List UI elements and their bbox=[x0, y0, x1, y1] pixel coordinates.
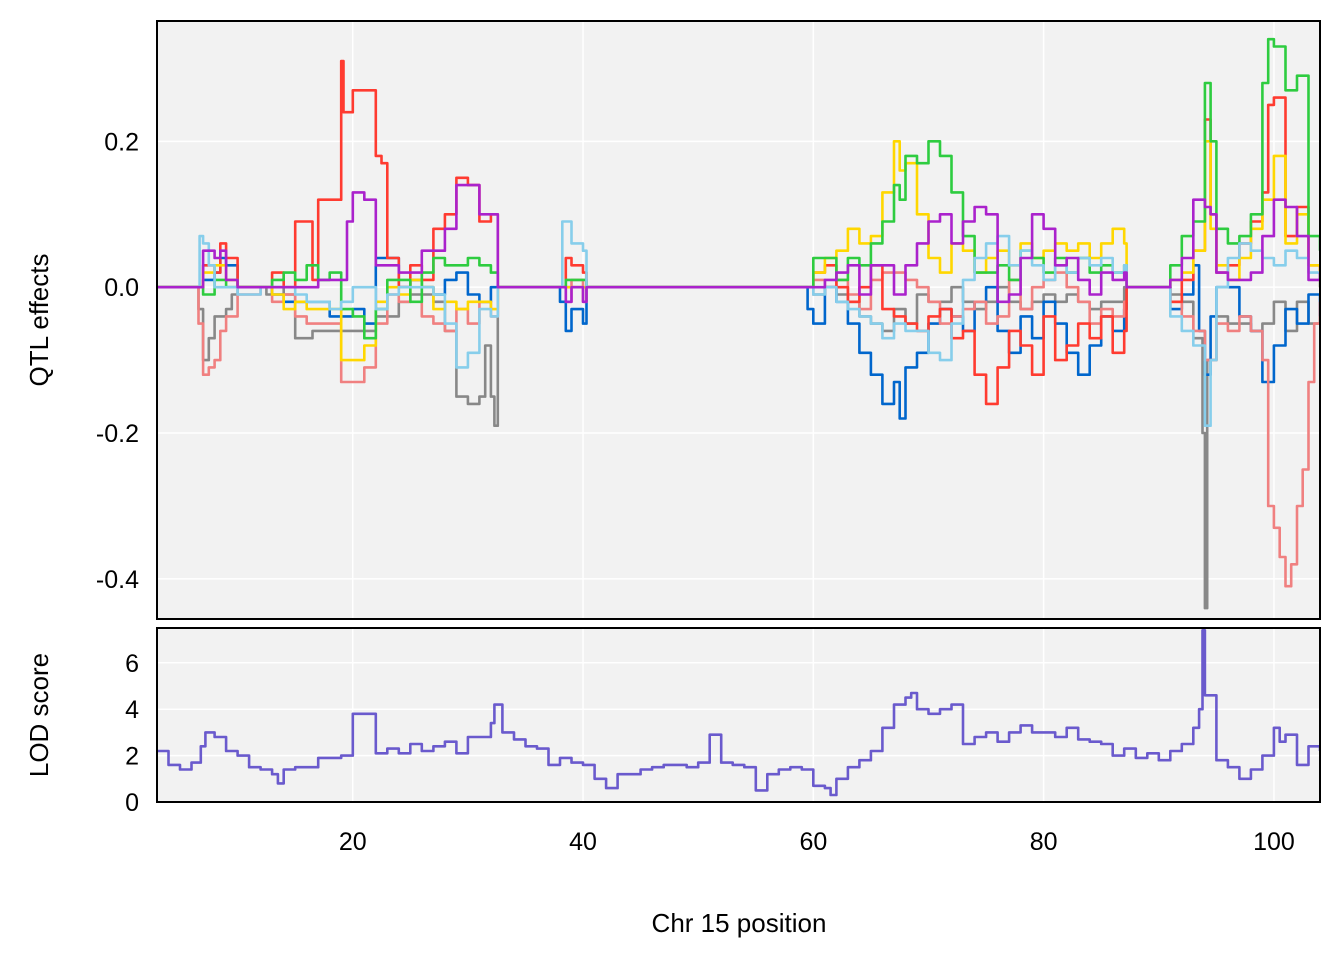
lod-panel: 0 2 4 6 20 40 60 80 100 LOD score bbox=[24, 627, 1321, 856]
effects-series-line-5 bbox=[157, 37, 1320, 340]
lod-series-group bbox=[157, 629, 1320, 797]
effects-plot-background bbox=[157, 21, 1320, 619]
effects-y-tick-label: -0.2 bbox=[96, 420, 139, 448]
lod-plot-background bbox=[157, 628, 1320, 802]
x-tick-labels: 20 40 60 80 100 bbox=[339, 828, 1295, 856]
effects-series-group bbox=[157, 37, 1320, 610]
lod-y-tick-label: 6 bbox=[125, 650, 139, 678]
lod-y-tick-label: 4 bbox=[125, 696, 139, 724]
effects-y-axis-title: QTL effects bbox=[24, 254, 54, 387]
effects-series-line-7 bbox=[157, 183, 1320, 304]
x-tick-label: 100 bbox=[1253, 828, 1295, 856]
effects-panel-border bbox=[156, 20, 1321, 620]
lod-panel-border bbox=[156, 627, 1321, 803]
x-tick-label: 60 bbox=[799, 828, 827, 856]
effects-series-line-6 bbox=[157, 220, 1320, 427]
lod-y-tick-labels: 0 2 4 6 bbox=[125, 650, 139, 817]
x-axis-title: Chr 15 position bbox=[652, 908, 827, 938]
effects-y-tick-label: 0.0 bbox=[104, 274, 139, 302]
lod-y-axis-title: LOD score bbox=[24, 653, 54, 777]
lod-y-tick-label: 0 bbox=[125, 789, 139, 817]
x-tick-label: 20 bbox=[339, 828, 367, 856]
lod-y-tick-label: 2 bbox=[125, 743, 139, 771]
effects-panel: -0.4 -0.2 0.0 0.2 QTL effects bbox=[24, 20, 1321, 620]
x-tick-label: 40 bbox=[569, 828, 597, 856]
lod-series-line-0 bbox=[157, 629, 1320, 797]
effects-y-tick-label: -0.4 bbox=[96, 566, 139, 594]
x-tick-label: 80 bbox=[1030, 828, 1058, 856]
effects-y-tick-labels: -0.4 -0.2 0.0 0.2 bbox=[96, 128, 139, 594]
effects-y-tick-label: 0.2 bbox=[104, 128, 139, 156]
